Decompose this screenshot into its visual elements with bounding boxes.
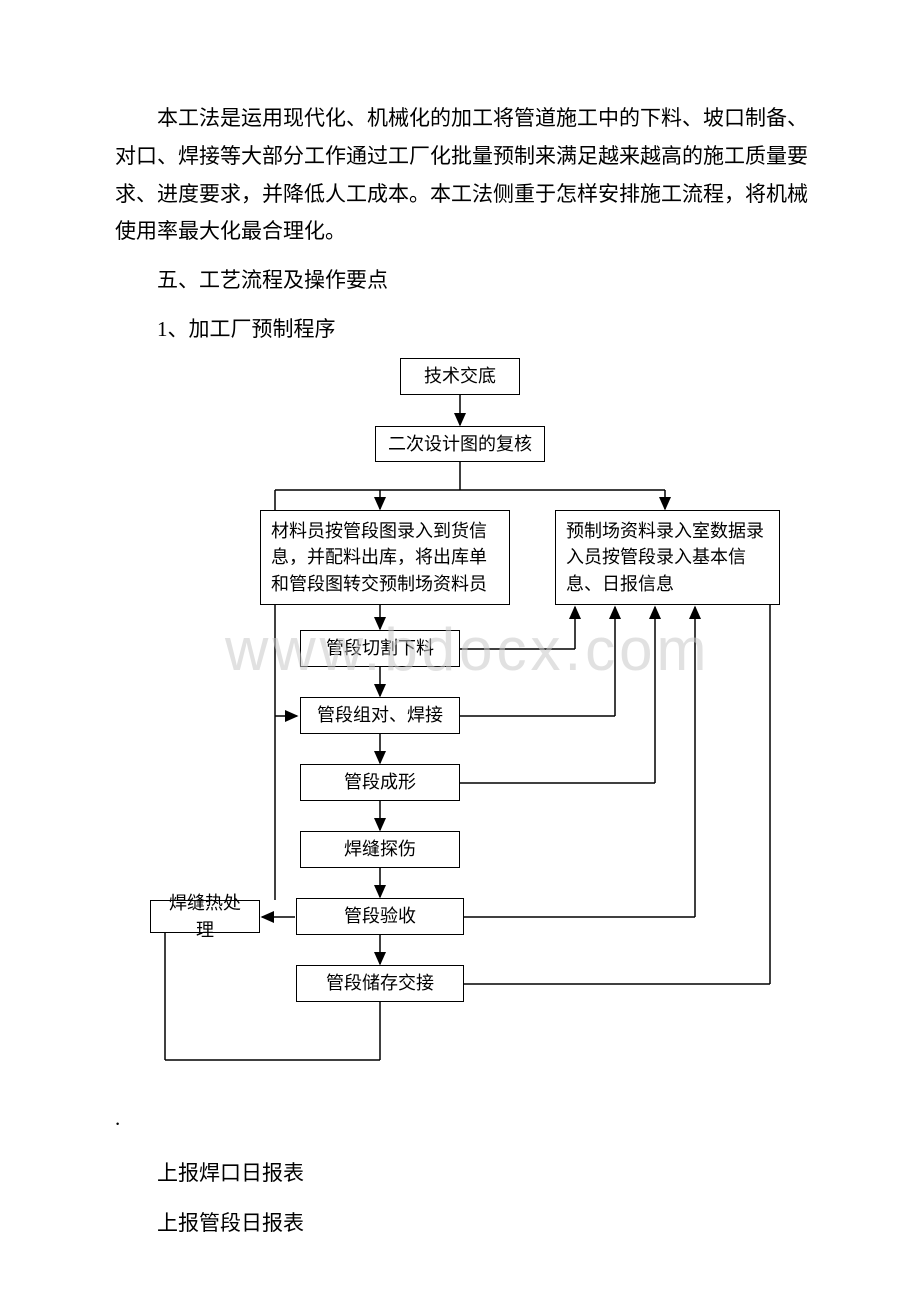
flow-node-tech-disclosure: 技术交底	[400, 358, 520, 395]
flow-node-storage: 管段储存交接	[296, 965, 464, 1002]
flow-node-design-review: 二次设计图的复核	[375, 426, 545, 462]
dot: .	[115, 1100, 120, 1138]
flow-node-cutting: 管段切割下料	[300, 630, 460, 667]
flow-node-heat-treat: 焊缝热处理	[150, 900, 260, 933]
flow-node-forming: 管段成形	[300, 764, 460, 801]
line-report-weld: 上报焊口日报表	[115, 1155, 815, 1193]
flow-node-data-entry: 预制场资料录入室数据录入员按管段录入基本信息、日报信息	[555, 510, 780, 605]
flow-node-material: 材料员按管段图录入到货信息，并配料出库，将出库单和管段图转交预制场资料员	[260, 510, 510, 605]
flow-node-acceptance: 管段验收	[296, 898, 464, 935]
line-report-pipe: 上报管段日报表	[115, 1205, 815, 1243]
flow-node-welding: 管段组对、焊接	[300, 697, 460, 734]
flow-node-flaw-detect: 焊缝探伤	[300, 831, 460, 868]
